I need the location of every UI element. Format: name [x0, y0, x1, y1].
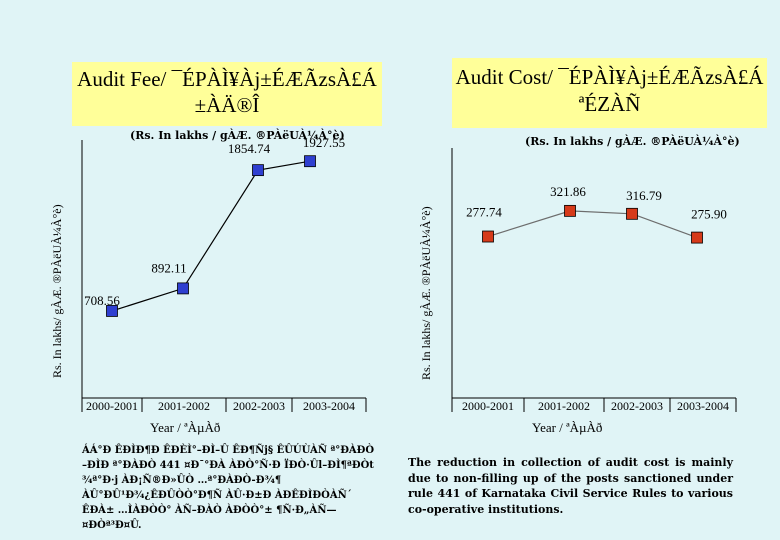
- right-title-line1: Audit Cost/ ¯ÉPÀÌ¥Àj±ÉÆÃzsÀ£Á: [455, 65, 764, 89]
- right-point-4: [691, 231, 703, 244]
- left-unit-note: (Rs. In lakhs / gÀÆ. ®PÀëUÀ¼À°è): [130, 129, 345, 142]
- right-tick-label-3: 2002-2003: [611, 399, 663, 413]
- right-tick-label-1: 2000-2001: [462, 399, 514, 413]
- right-data-label-2: 321.86: [550, 184, 586, 199]
- right-tick-label-2: 2001-2002: [538, 399, 590, 413]
- right-chart-title: Audit Cost/ ¯ÉPÀÌ¥Àj±ÉÆÃzsÀ£Á ªÉZÀÑ: [452, 58, 767, 128]
- right-point-1: [482, 230, 494, 243]
- left-data-label-2: 892.11: [151, 260, 186, 275]
- left-series-line: [111, 160, 311, 312]
- left-point-1: [106, 305, 118, 317]
- left-data-label-3: 1854.74: [228, 141, 271, 156]
- left-point-2: [177, 282, 189, 295]
- left-point-3: [252, 164, 264, 177]
- right-unit-note: (Rs. In lakhs / gÀÆ. ®PÀëUÀ¼À°è): [525, 135, 740, 148]
- right-data-label-1: 277.74: [466, 205, 502, 220]
- left-tick-label-2: 2001-2002: [158, 399, 210, 413]
- right-x-axis-label: Year / ªÀµÀð: [532, 420, 603, 435]
- left-point-4: [304, 155, 316, 168]
- right-title-line2: ªÉZÀÑ: [578, 92, 641, 116]
- left-title-line2: ±ÀÄ®Î: [194, 93, 260, 117]
- right-data-label-4: 275.90: [691, 207, 727, 222]
- right-data-label-3: 316.79: [626, 188, 662, 203]
- left-note-text: ÁÁ°Ð ÊÐÌÐ¶Ð ÊÐÈÌ°–ÐÌ–Û ÊÐ¶Ñj§ ÊÛÚÙÀÑ ª°Ð…: [82, 445, 375, 531]
- left-tick-label-4: 2003-2004: [303, 399, 355, 413]
- left-chart-title: Audit Fee/ ¯ÉPÀÌ¥Àj±ÉÆÃzsÀ£Á ±ÀÄ®Î: [72, 62, 382, 126]
- left-tick-label-3: 2002-2003: [233, 399, 285, 413]
- left-data-label-1: 708.56: [84, 293, 120, 308]
- right-series-line: [487, 210, 698, 239]
- left-x-axis-label: Year / ªÀµÀð: [150, 420, 221, 435]
- right-note-text: The reduction in collection of audit cos…: [408, 456, 733, 516]
- left-title-line1: Audit Fee/ ¯ÉPÀÌ¥Àj±ÉÆÃzsÀ£Á: [77, 67, 377, 91]
- left-tick-label-1: 2000-2001: [86, 399, 138, 413]
- right-tick-label-4: 2003-2004: [677, 399, 729, 413]
- right-point-2: [564, 204, 576, 217]
- left-data-label-4: 1927.55: [303, 135, 345, 150]
- right-point-3: [626, 207, 638, 220]
